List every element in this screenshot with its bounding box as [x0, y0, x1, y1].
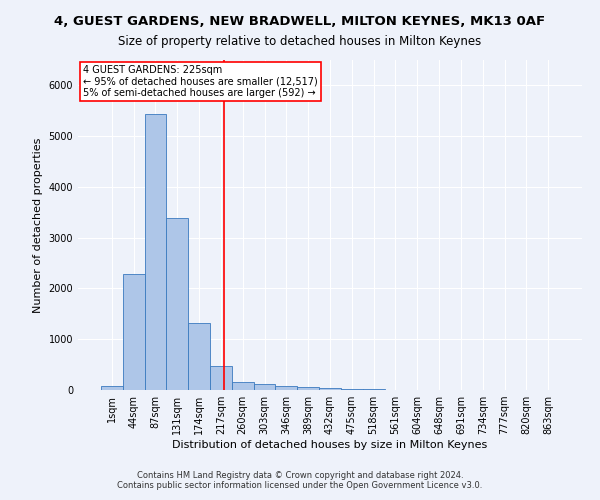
Text: 4 GUEST GARDENS: 225sqm
← 95% of detached houses are smaller (12,517)
5% of semi: 4 GUEST GARDENS: 225sqm ← 95% of detache… — [83, 65, 318, 98]
Text: 4, GUEST GARDENS, NEW BRADWELL, MILTON KEYNES, MK13 0AF: 4, GUEST GARDENS, NEW BRADWELL, MILTON K… — [55, 15, 545, 28]
Text: Size of property relative to detached houses in Milton Keynes: Size of property relative to detached ho… — [118, 35, 482, 48]
Bar — [101, 386, 123, 390]
Bar — [145, 114, 166, 390]
Bar — [123, 274, 145, 390]
Bar — [188, 324, 210, 390]
Bar — [275, 386, 297, 390]
Bar — [166, 218, 188, 390]
Bar — [210, 366, 232, 390]
X-axis label: Distribution of detached houses by size in Milton Keynes: Distribution of detached houses by size … — [172, 440, 488, 450]
Bar — [319, 388, 341, 390]
Bar — [341, 389, 363, 390]
Y-axis label: Number of detached properties: Number of detached properties — [33, 138, 43, 312]
Bar — [297, 388, 319, 390]
Text: Contains HM Land Registry data © Crown copyright and database right 2024.
Contai: Contains HM Land Registry data © Crown c… — [118, 470, 482, 490]
Bar — [254, 384, 275, 390]
Bar — [232, 382, 254, 390]
